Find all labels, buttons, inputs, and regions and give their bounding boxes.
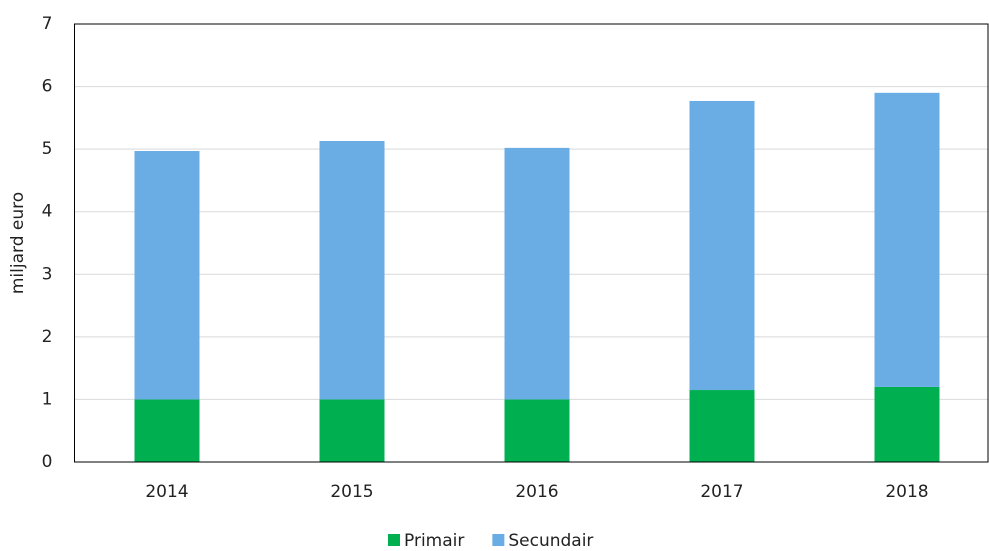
bar-segment — [689, 100, 755, 391]
y-tick-label: 1 — [42, 389, 53, 409]
y-tick-label: 5 — [42, 139, 53, 159]
legend-label: Primair — [404, 531, 464, 551]
legend-label: Secundair — [508, 531, 593, 551]
bar-segment — [504, 147, 570, 400]
bar-segment — [874, 92, 940, 387]
y-axis-label: miljard euro — [8, 192, 28, 294]
bar-segment — [874, 386, 940, 462]
y-tick-label: 3 — [42, 264, 53, 284]
legend-swatch — [388, 534, 400, 546]
bar-segment — [504, 399, 570, 462]
bar-segment — [134, 399, 200, 462]
y-tick-label: 2 — [42, 327, 53, 347]
bar-segment — [689, 390, 755, 462]
x-tick-label: 2018 — [885, 482, 928, 502]
y-tick-label: 0 — [42, 452, 53, 472]
x-tick-label: 2016 — [515, 482, 558, 502]
x-tick-label: 2014 — [145, 482, 188, 502]
x-tick-label: 2017 — [700, 482, 743, 502]
y-tick-label: 6 — [42, 77, 53, 97]
bar-segment — [134, 151, 200, 400]
legend-swatch — [492, 534, 505, 546]
y-tick-label: 7 — [42, 14, 53, 34]
y-tick-label: 4 — [42, 202, 53, 222]
plot-frame — [74, 23, 989, 463]
x-tick-label: 2015 — [330, 482, 373, 502]
bar-segment — [319, 399, 385, 462]
bar-segment — [319, 141, 385, 400]
